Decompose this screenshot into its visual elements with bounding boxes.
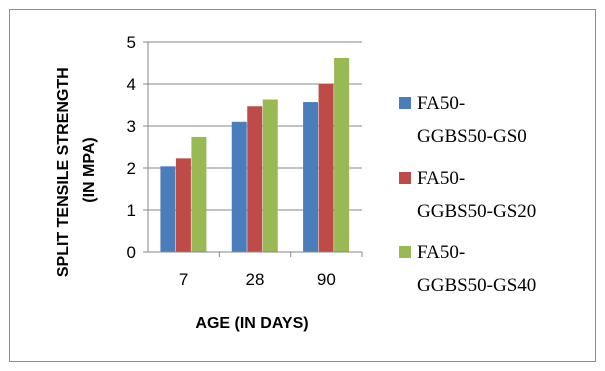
y-tick-label: 5 <box>127 33 136 52</box>
y-tick-labels: 0 1 2 3 4 5 <box>127 33 136 262</box>
x-tick-label: 28 <box>246 270 265 289</box>
x-tick-label: 7 <box>179 270 188 289</box>
bars <box>160 57 350 253</box>
bar-chart: 0 1 2 3 4 5 7 28 90 SPLIT TENSILE STRENGTH (IN … <box>55 33 536 332</box>
legend: FA50- GGBS50-GS0 FA50- GGBS50-GS20 FA50-… <box>399 93 536 296</box>
y-tick-label: 1 <box>127 201 136 220</box>
legend-swatch-gs40 <box>399 246 411 258</box>
x-axis-title: AGE (IN DAYS) <box>195 315 308 332</box>
y-tick-label: 3 <box>127 117 136 136</box>
y-axis-title: SPLIT TENSILE STRENGTH (IN MPA) <box>55 63 98 277</box>
y-axis-title-line-2: (IN MPA) <box>81 137 98 202</box>
legend-swatch-gs0 <box>399 97 411 109</box>
y-tick-label: 2 <box>127 159 136 178</box>
bar <box>191 136 207 252</box>
y-tick-label: 0 <box>127 243 136 262</box>
legend-label-gs0: FA50- GGBS50-GS0 <box>417 93 527 147</box>
bar <box>303 102 319 252</box>
bar <box>231 121 247 252</box>
legend-label-gs40: FA50- GGBS50-GS40 <box>417 242 536 296</box>
bar <box>160 166 176 252</box>
y-tick-label: 4 <box>127 75 136 94</box>
bar <box>247 106 263 252</box>
bar <box>334 57 350 253</box>
bar <box>318 84 334 252</box>
x-tick-labels: 7 28 90 <box>179 270 336 289</box>
legend-swatch-gs20 <box>399 172 411 184</box>
y-axis-title-line-1: SPLIT TENSILE STRENGTH <box>55 67 72 277</box>
bar <box>175 158 191 252</box>
chart-frame: 0 1 2 3 4 5 7 28 90 SPLIT TENSILE STRENGTH (IN … <box>9 9 596 362</box>
bar <box>262 99 278 252</box>
axes <box>147 42 363 257</box>
legend-label-gs20: FA50- GGBS50-GS20 <box>417 168 536 222</box>
x-tick-label: 90 <box>317 270 336 289</box>
